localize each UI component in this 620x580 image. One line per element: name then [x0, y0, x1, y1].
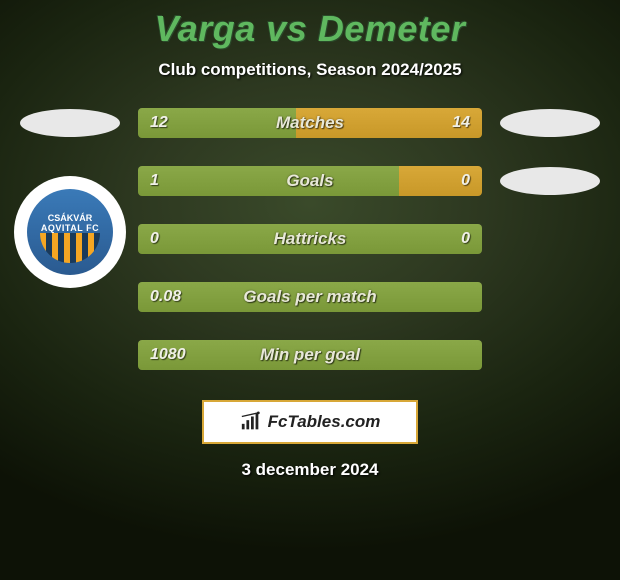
- player-oval-right: [500, 109, 600, 137]
- stat-row: 10Goals: [20, 166, 600, 196]
- stat-bar: 1080Min per goal: [138, 340, 482, 370]
- stat-bar: 1214Matches: [138, 108, 482, 138]
- club-badge-left: CSÁKVÁR AQVITAL FC: [16, 178, 124, 286]
- date-text: 3 december 2024: [0, 460, 620, 480]
- spacer: [500, 225, 600, 253]
- spacer: [20, 341, 120, 369]
- stat-bar: 10Goals: [138, 166, 482, 196]
- player-oval-left: [20, 109, 120, 137]
- stat-label: Matches: [138, 113, 482, 133]
- spacer: [500, 341, 600, 369]
- club-badge-inner: CSÁKVÁR AQVITAL FC: [27, 189, 113, 275]
- stat-bar: 0.08Goals per match: [138, 282, 482, 312]
- club-badge-main-text: AQVITAL FC: [41, 223, 99, 233]
- subtitle: Club competitions, Season 2024/2025: [0, 60, 620, 80]
- club-badge-stripes: [40, 233, 100, 263]
- stat-label: Hattricks: [138, 229, 482, 249]
- stat-label: Goals per match: [138, 287, 482, 307]
- spacer: [20, 283, 120, 311]
- player-oval-right: [500, 167, 600, 195]
- stat-row: 1080Min per goal: [20, 340, 600, 370]
- stat-row: 1214Matches: [20, 108, 600, 138]
- bar-chart-icon: [240, 411, 262, 433]
- spacer: [500, 283, 600, 311]
- fctables-logo-text: FcTables.com: [268, 412, 381, 432]
- stat-bar: 00Hattricks: [138, 224, 482, 254]
- stat-label: Min per goal: [138, 345, 482, 365]
- content-wrap: Varga vs Demeter Club competitions, Seas…: [0, 0, 620, 480]
- page-title: Varga vs Demeter: [0, 8, 620, 50]
- stat-label: Goals: [138, 171, 482, 191]
- fctables-logo[interactable]: FcTables.com: [202, 400, 418, 444]
- club-badge-top-text: CSÁKVÁR: [48, 213, 93, 223]
- stat-row: 0.08Goals per match: [20, 282, 600, 312]
